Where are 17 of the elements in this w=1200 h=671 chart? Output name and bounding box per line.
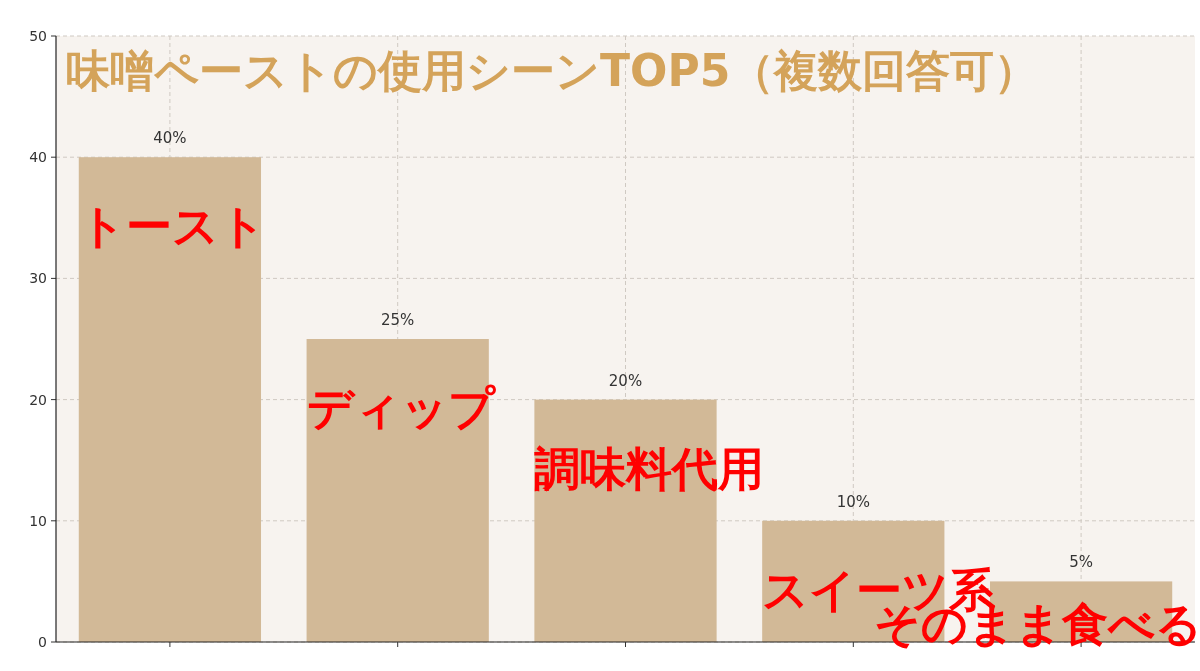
data-label: 5% [1069,553,1093,572]
x-tick-label: トースト [78,199,266,254]
bar [534,399,717,642]
y-tick-label: 20 [29,391,47,408]
bar [78,157,262,642]
data-label: 20% [608,371,643,390]
data-label: 40% [153,129,187,148]
y-tick-label: 0 [38,634,47,650]
data-label: 25% [381,311,415,329]
y-tick-label: 10 [29,512,47,529]
data-label: 10% [836,492,870,511]
y-tick-label: 40 [29,149,47,166]
x-tick-label: ディップ [306,381,496,435]
chart-title: 味噌ペーストの使用シーンTOP5（複数回答可） [66,45,1039,96]
y-tick-label: 50 [29,28,47,44]
y-tick-label: 30 [29,270,47,287]
x-tick-label: 調味料代用 [534,441,765,496]
